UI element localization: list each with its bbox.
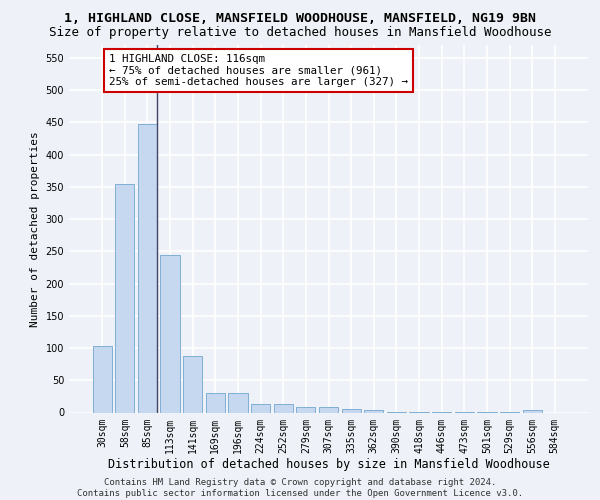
Bar xyxy=(296,408,316,412)
Bar xyxy=(138,124,157,412)
Text: 1, HIGHLAND CLOSE, MANSFIELD WOODHOUSE, MANSFIELD, NG19 9BN: 1, HIGHLAND CLOSE, MANSFIELD WOODHOUSE, … xyxy=(64,12,536,26)
Text: Size of property relative to detached houses in Mansfield Woodhouse: Size of property relative to detached ho… xyxy=(49,26,551,39)
Bar xyxy=(251,404,270,412)
Text: 1 HIGHLAND CLOSE: 116sqm
← 75% of detached houses are smaller (961)
25% of semi-: 1 HIGHLAND CLOSE: 116sqm ← 75% of detach… xyxy=(109,54,408,87)
Bar xyxy=(183,356,202,412)
Bar xyxy=(341,410,361,412)
Bar xyxy=(319,408,338,412)
Bar xyxy=(92,346,112,412)
Bar xyxy=(206,392,225,412)
Bar xyxy=(523,410,542,412)
Text: Contains HM Land Registry data © Crown copyright and database right 2024.
Contai: Contains HM Land Registry data © Crown c… xyxy=(77,478,523,498)
X-axis label: Distribution of detached houses by size in Mansfield Woodhouse: Distribution of detached houses by size … xyxy=(107,458,550,471)
Bar xyxy=(115,184,134,412)
Y-axis label: Number of detached properties: Number of detached properties xyxy=(30,131,40,326)
Bar xyxy=(229,392,248,412)
Bar xyxy=(160,254,180,412)
Bar xyxy=(364,410,383,412)
Bar xyxy=(274,404,293,412)
